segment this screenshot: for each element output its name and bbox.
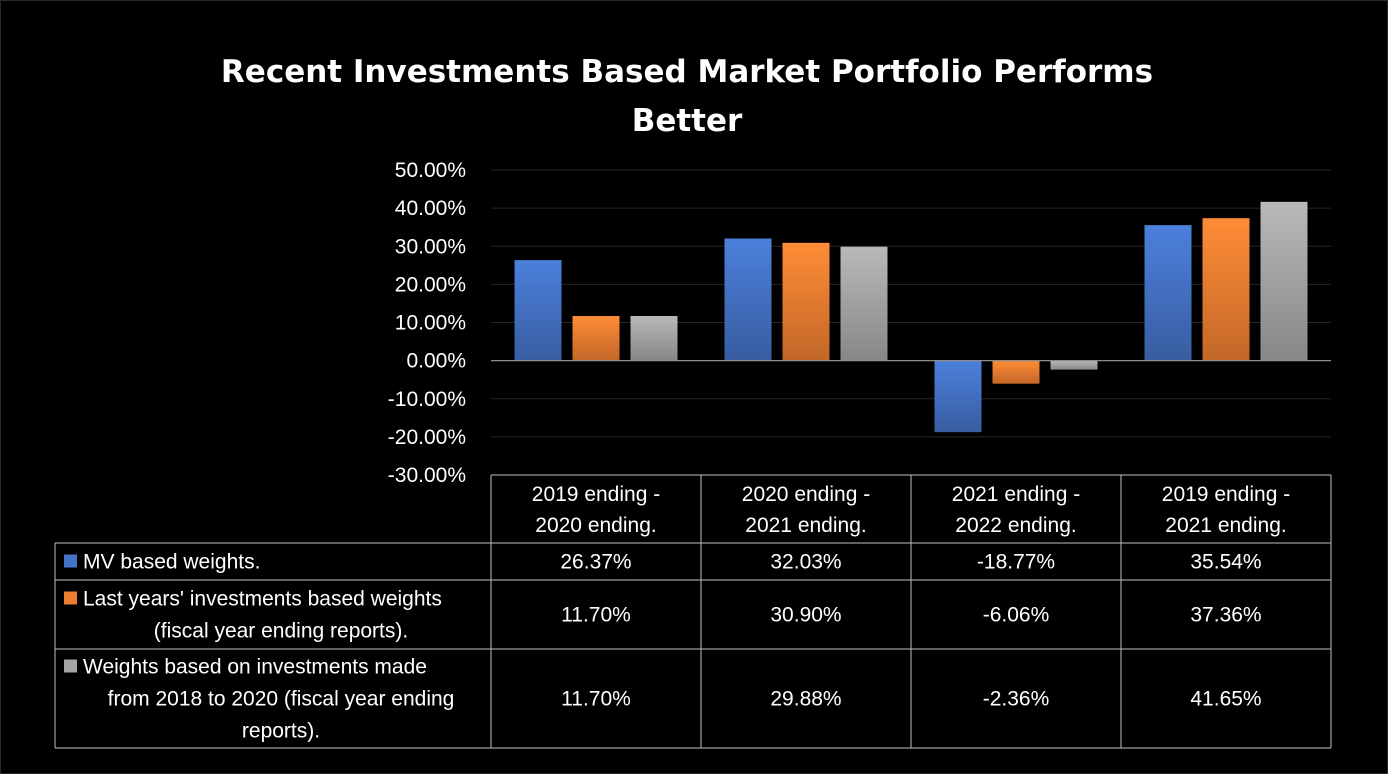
bar-series-1-category-3 <box>934 360 982 433</box>
chart-title-line-1: Recent Investments Based Market Portfoli… <box>220 54 1154 90</box>
data-label: 35.54% <box>1190 551 1261 574</box>
category-label: 2020 ending. <box>535 514 656 537</box>
chart-title-line-2: Better <box>631 103 743 139</box>
data-label: 11.70% <box>561 688 631 711</box>
bars <box>514 201 1308 433</box>
bar-series-1-category-4 <box>1144 225 1192 361</box>
bar-series-3-category-4 <box>1260 201 1308 361</box>
category-label: 2021 ending. <box>1165 514 1286 537</box>
bar-series-1-category-2 <box>724 238 772 361</box>
data-label: 29.88% <box>770 688 841 711</box>
legend-label: MV based weights. <box>83 551 260 574</box>
y-tick-label: -20.00% <box>388 426 466 449</box>
bar-series-3-category-3 <box>1050 360 1098 370</box>
y-tick-label: -30.00% <box>388 464 466 487</box>
legend-key-series-3 <box>64 659 77 673</box>
y-tick-label: -10.00% <box>388 388 466 411</box>
data-label: 11.70% <box>561 604 631 627</box>
y-tick-label: 0.00% <box>406 350 466 373</box>
y-tick-label: 20.00% <box>395 273 466 296</box>
y-tick-label: 40.00% <box>395 197 466 220</box>
legend-label: from 2018 to 2020 (fiscal year ending <box>108 688 455 711</box>
category-label: 2019 ending - <box>1162 483 1290 506</box>
category-label: 2021 ending - <box>952 483 1080 506</box>
bar-series-3-category-2 <box>840 246 888 361</box>
data-label: 37.36% <box>1190 604 1261 627</box>
category-label: 2019 ending - <box>532 483 660 506</box>
data-label: 32.03% <box>770 551 841 574</box>
chart-title: Recent Investments Based Market Portfoli… <box>0 48 1374 146</box>
data-label: -6.06% <box>983 604 1050 627</box>
category-label: 2021 ending. <box>745 514 866 537</box>
y-tick-label: 30.00% <box>395 235 466 258</box>
data-label: -2.36% <box>983 688 1050 711</box>
data-label: -18.77% <box>977 551 1055 574</box>
category-label: 2022 ending. <box>955 514 1076 537</box>
category-label: 2020 ending - <box>742 483 870 506</box>
data-table: 2019 ending - 2020 ending. 2020 ending - 20… <box>54 474 1332 749</box>
legend-label: Last years' investments based weights <box>83 588 442 611</box>
bar-series-3-category-1 <box>630 316 678 361</box>
y-tick-label: 10.00% <box>395 312 466 335</box>
data-label: 30.90% <box>770 604 841 627</box>
bar-series-2-category-1 <box>572 316 620 361</box>
legend-label: (fiscal year ending reports). <box>154 620 408 643</box>
legend-label: reports). <box>242 720 320 743</box>
data-label: 41.65% <box>1190 688 1261 711</box>
legend-key-series-2 <box>64 591 77 605</box>
bar-series-2-category-3 <box>992 360 1040 384</box>
y-tick-label: 50.00% <box>395 159 466 182</box>
legend-key-series-1 <box>64 554 77 568</box>
legend-label: Weights based on investments made <box>83 656 427 679</box>
bar-series-2-category-2 <box>782 242 830 361</box>
bar-series-2-category-4 <box>1202 218 1250 361</box>
bar-series-1-category-1 <box>514 260 562 361</box>
data-label: 26.37% <box>560 551 631 574</box>
y-axis-tick-labels: 50.00% 40.00% 30.00% 20.00% 10.00% 0.00% -10.0… <box>388 159 466 487</box>
